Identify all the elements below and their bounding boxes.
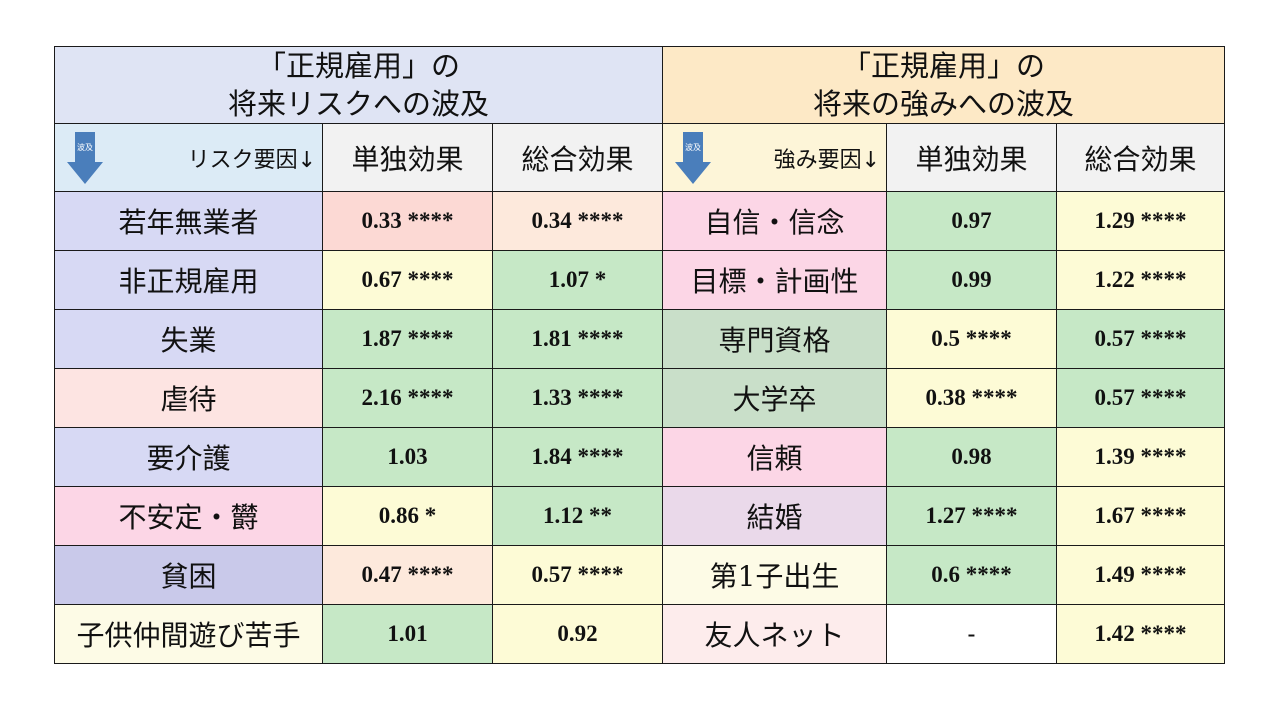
strength-factor-label: 強み要因↓	[773, 147, 880, 173]
table-row: 失業 1.87 **** 1.81 **** 専門資格 0.5 **** 0.57 ***…	[54, 309, 1225, 369]
risk-single-effect: 0.33 ****	[322, 191, 493, 251]
risk-single-effect: 2.16 ****	[322, 368, 493, 428]
risk-total-effect: 0.57 ****	[492, 545, 663, 605]
strength-factor-name: 友人ネット	[662, 604, 887, 664]
strength-single-effect: 0.5 ****	[886, 309, 1057, 369]
strength-factor-name: 目標・計画性	[662, 250, 887, 310]
strength-single-effect: 0.38 ****	[886, 368, 1057, 428]
strength-total-effect: 0.57 ****	[1056, 368, 1225, 428]
risk-single-effect: 0.86 *	[322, 486, 493, 546]
risk-single-effect: 0.67 ****	[322, 250, 493, 310]
risk-factor-name: 失業	[54, 309, 323, 369]
risk-factor-name: 虐待	[54, 368, 323, 428]
down-arrow-icon: 波及	[675, 132, 711, 184]
strength-factor-name: 結婚	[662, 486, 887, 546]
strength-factor-header: 波及 強み要因↓	[662, 123, 887, 192]
table-row: 要介護 1.03 1.84 **** 信頼 0.98 1.39 ****	[54, 427, 1225, 487]
strength-total-effect: 1.22 ****	[1056, 250, 1225, 310]
strength-single-effect: 0.98	[886, 427, 1057, 487]
risk-title-line-1: 「正規雇用」の	[256, 49, 460, 83]
risk-factor-name: 貧困	[54, 545, 323, 605]
strength-total-effect: 1.49 ****	[1056, 545, 1225, 605]
strength-single-effect-header: 単独効果	[886, 123, 1057, 192]
strength-factor-name: 信頼	[662, 427, 887, 487]
risk-factor-name: 要介護	[54, 427, 323, 487]
strength-section-title: 「正規雇用」の 将来の強みへの波及	[662, 46, 1225, 124]
strength-single-effect: 1.27 ****	[886, 486, 1057, 546]
strength-single-effect: -	[886, 604, 1057, 664]
down-arrow-icon: 波及	[67, 132, 103, 184]
risk-total-effect: 1.07 *	[492, 250, 663, 310]
strength-factor-name: 大学卒	[662, 368, 887, 428]
risk-total-effect: 1.33 ****	[492, 368, 663, 428]
risk-single-effect-header: 単独効果	[322, 123, 493, 192]
table-row: 虐待 2.16 **** 1.33 **** 大学卒 0.38 **** 0.57 ***…	[54, 368, 1225, 428]
risk-single-effect: 1.01	[322, 604, 493, 664]
risk-factor-name: 若年無業者	[54, 191, 323, 251]
table-row: 貧困 0.47 **** 0.57 **** 第1子出生 0.6 **** 1.49 **…	[54, 545, 1225, 605]
strength-factor-name: 第1子出生	[662, 545, 887, 605]
table-row: 子供仲間遊び苦手 1.01 0.92 友人ネット -1.42 ****	[54, 604, 1225, 664]
strength-total-effect: 1.39 ****	[1056, 427, 1225, 487]
risk-factor-header: 波及 リスク要因↓	[54, 123, 323, 192]
risk-total-effect: 0.34 ****	[492, 191, 663, 251]
risk-title-line-2: 将来リスクへの波及	[227, 87, 489, 121]
risk-total-effect: 1.84 ****	[492, 427, 663, 487]
strength-factor-name: 自信・信念	[662, 191, 887, 251]
strength-total-effect: 1.67 ****	[1056, 486, 1225, 546]
risk-section-title: 「正規雇用」の 将来リスクへの波及	[54, 46, 663, 124]
strength-total-effect: 1.29 ****	[1056, 191, 1225, 251]
strength-single-effect: 0.97	[886, 191, 1057, 251]
risk-single-effect: 0.47 ****	[322, 545, 493, 605]
strength-single-effect: 0.99	[886, 250, 1057, 310]
risk-total-effect: 0.92	[492, 604, 663, 664]
strength-factor-name: 専門資格	[662, 309, 887, 369]
table-row: 非正規雇用 0.67 **** 1.07 * 目標・計画性 0.99 1.22 ****	[54, 250, 1225, 310]
effects-table: 「正規雇用」の 将来リスクへの波及 「正規雇用」の 将来の強みへの波及 波及 リ…	[54, 46, 1225, 664]
strength-title-line-1: 「正規雇用」の	[841, 49, 1045, 83]
strength-single-effect: 0.6 ****	[886, 545, 1057, 605]
risk-single-effect: 1.87 ****	[322, 309, 493, 369]
risk-factor-name: 子供仲間遊び苦手	[54, 604, 323, 664]
risk-total-effect: 1.81 ****	[492, 309, 663, 369]
strength-title-line-2: 将来の強みへの波及	[812, 87, 1074, 121]
strength-total-effect-header: 総合効果	[1056, 123, 1225, 192]
risk-total-effect-header: 総合効果	[492, 123, 663, 192]
arrow-label: 波及	[77, 142, 93, 152]
table-row: 若年無業者 0.33 **** 0.34 **** 自信・信念 0.97 1.29 ***…	[54, 191, 1225, 251]
strength-total-effect: 1.42 ****	[1056, 604, 1225, 664]
arrow-label: 波及	[685, 142, 701, 152]
risk-single-effect: 1.03	[322, 427, 493, 487]
risk-factor-label: リスク要因↓	[187, 147, 316, 173]
risk-factor-name: 非正規雇用	[54, 250, 323, 310]
risk-factor-name: 不安定・欝	[54, 486, 323, 546]
table-row: 不安定・欝 0.86 * 1.12 ** 結婚 1.27 **** 1.67 ****	[54, 486, 1225, 546]
strength-total-effect: 0.57 ****	[1056, 309, 1225, 369]
risk-total-effect: 1.12 **	[492, 486, 663, 546]
